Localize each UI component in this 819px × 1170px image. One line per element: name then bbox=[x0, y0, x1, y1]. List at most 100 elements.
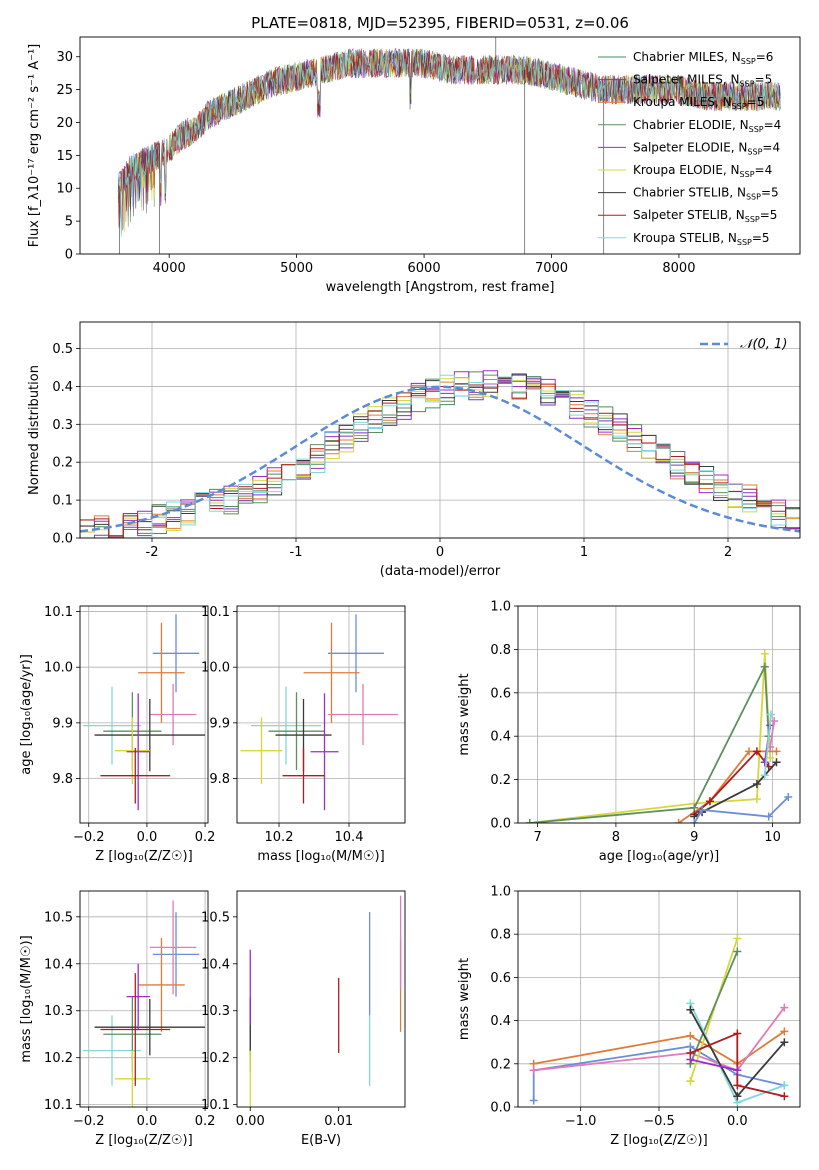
y-tick-label: 10 bbox=[56, 182, 73, 197]
x-tick-label: 0.2 bbox=[195, 1114, 216, 1129]
legend-label: Salpeter MILES, NSSP=5 bbox=[633, 73, 772, 89]
x-tick-label: 7 bbox=[533, 830, 541, 845]
x-tick-label: 10 bbox=[764, 830, 781, 845]
axes-frame bbox=[236, 890, 406, 1108]
y-tick-label: 0.2 bbox=[52, 456, 73, 471]
y-tick-label: 5 bbox=[65, 215, 73, 230]
chart-weight-vs-Z: −1.0 −0.5 0.0 0.0 0.2 0.4 0.6 0.8 1.0 Z [log₁₀(Z/… bbox=[457, 885, 801, 1148]
chart-age-vs-mass: 10.2 10.4 9.8 9.9 10.0 10.1 mass [log₁₀(M/M☉)] bbox=[201, 605, 406, 864]
weight-marker bbox=[780, 1003, 789, 1012]
y-tick-label: 10.1 bbox=[201, 1098, 230, 1113]
weight-line bbox=[769, 720, 775, 748]
legend-label: Chabrier STELIB, NSSP=5 bbox=[633, 186, 779, 202]
weight-marker bbox=[686, 1005, 695, 1014]
x-axis-label: mass [log₁₀(M/M☉)] bbox=[257, 849, 384, 864]
x-tick-label: -1 bbox=[290, 545, 303, 560]
histogram-series bbox=[80, 374, 800, 538]
y-tick-label: 10.3 bbox=[44, 1004, 73, 1019]
plot-area bbox=[525, 649, 793, 823]
x-tick-label: 10.4 bbox=[335, 830, 364, 845]
x-axis-label: Z [log₁₀(Z/Z☉)] bbox=[95, 1133, 192, 1148]
y-tick-label: 0.5 bbox=[52, 342, 73, 357]
x-axis-label: age [log₁₀(age/yr)] bbox=[599, 849, 720, 864]
chart-spectrum: 4000 5000 6000 7000 8000 0 5 10 15 20 25 30 Chabrier… bbox=[27, 36, 801, 295]
x-tick-label: 6000 bbox=[408, 261, 441, 276]
x-axis-label: Z [log₁₀(Z/Z☉)] bbox=[95, 849, 192, 864]
y-tick-label: 1.0 bbox=[490, 885, 511, 900]
y-tick-label: 0.4 bbox=[490, 1014, 511, 1029]
y-axis-label: mass weight bbox=[457, 673, 472, 755]
y-tick-label: 9.8 bbox=[209, 772, 230, 787]
weight-marker bbox=[780, 1092, 789, 1101]
weight-marker bbox=[686, 1077, 695, 1086]
y-tick-label: 0.6 bbox=[490, 686, 511, 701]
weight-line bbox=[689, 1032, 785, 1098]
legend-label: Chabrier MILES, NSSP=6 bbox=[633, 50, 773, 66]
weight-line bbox=[533, 1030, 785, 1065]
weight-line bbox=[693, 761, 778, 818]
y-tick-label: 0.0 bbox=[490, 817, 511, 832]
chart-residuals: -2 -1 0 1 2 0.0 0.1 0.2 0.3 0.4 0.5 𝒩(0, 1) (data-mo… bbox=[27, 321, 801, 579]
weight-marker bbox=[525, 819, 534, 823]
weight-line bbox=[693, 796, 789, 823]
weight-marker bbox=[760, 662, 769, 671]
x-tick-label: −0.2 bbox=[73, 830, 105, 845]
axes-frame bbox=[236, 605, 406, 824]
y-tick-label: 10.1 bbox=[44, 605, 73, 620]
x-tick-label: 0.00 bbox=[236, 1114, 265, 1129]
x-tick-label: -2 bbox=[146, 545, 159, 560]
weight-marker bbox=[733, 934, 742, 943]
y-tick-label: 1.0 bbox=[490, 600, 511, 615]
weight-marker bbox=[733, 1029, 742, 1038]
plot-area bbox=[82, 614, 206, 811]
x-tick-label: 0.0 bbox=[137, 1114, 158, 1129]
x-axis-label: E(B-V) bbox=[301, 1133, 341, 1148]
y-tick-label: 0.6 bbox=[490, 971, 511, 986]
y-axis-label: mass [log₁₀(M/M☉)] bbox=[19, 935, 34, 1062]
weight-marker bbox=[686, 1055, 695, 1064]
y-tick-label: 10.4 bbox=[201, 957, 230, 972]
weight-marker bbox=[686, 1031, 695, 1040]
weight-marker bbox=[733, 1066, 742, 1075]
legend-label: Kroupa ELODIE, NSSP=4 bbox=[633, 163, 772, 179]
weight-marker bbox=[772, 758, 781, 767]
figure-title: PLATE=0818, MJD=52395, FIBERID=0531, z=0… bbox=[251, 14, 629, 32]
x-tick-label: 0.2 bbox=[195, 830, 216, 845]
weight-marker bbox=[772, 747, 781, 756]
weight-line bbox=[689, 951, 739, 1065]
weight-line bbox=[763, 714, 772, 776]
y-axis-label: Flux [f_λ10⁻¹⁷ erg cm⁻² s⁻¹ A⁻¹] bbox=[27, 44, 42, 248]
x-tick-label: 0.0 bbox=[137, 830, 158, 845]
weight-marker bbox=[760, 771, 769, 780]
y-tick-label: 9.8 bbox=[52, 772, 73, 787]
y-axis-label: Normed distribution bbox=[27, 365, 42, 495]
plot-area bbox=[82, 900, 206, 1107]
gaussian-curve bbox=[80, 385, 800, 533]
axes-frame bbox=[79, 605, 209, 824]
x-tick-label: 4000 bbox=[153, 261, 186, 276]
weight-marker bbox=[766, 753, 775, 762]
weight-marker bbox=[674, 819, 683, 823]
axes-frame bbox=[517, 605, 801, 824]
axes-frame bbox=[517, 890, 801, 1108]
y-tick-label: 10.4 bbox=[44, 957, 73, 972]
weight-marker bbox=[780, 1081, 789, 1090]
weight-marker bbox=[764, 812, 773, 821]
x-tick-label: 0.01 bbox=[324, 1114, 353, 1129]
y-tick-label: 0.8 bbox=[490, 928, 511, 943]
x-axis-label: wavelength [Angstrom, rest frame] bbox=[326, 280, 555, 295]
y-tick-label: 9.9 bbox=[209, 716, 230, 731]
y-tick-label: 10.0 bbox=[44, 661, 73, 676]
y-tick-label: 10.3 bbox=[201, 1004, 230, 1019]
chart-age-vs-Z: −0.2 0.0 0.2 9.8 9.9 10.0 10.1 Z [log₁₀(Z/Z☉)] a… bbox=[19, 605, 215, 864]
x-tick-label: 5000 bbox=[280, 261, 313, 276]
y-tick-label: 10.0 bbox=[201, 661, 230, 676]
x-tick-label: 0.0 bbox=[727, 1114, 748, 1129]
axes-frame bbox=[79, 321, 801, 539]
y-tick-label: 0 bbox=[65, 248, 73, 263]
y-tick-label: 30 bbox=[56, 50, 73, 65]
weight-marker bbox=[760, 758, 769, 767]
legend-label: Salpeter STELIB, NSSP=5 bbox=[633, 208, 777, 224]
weight-line bbox=[690, 1058, 738, 1072]
